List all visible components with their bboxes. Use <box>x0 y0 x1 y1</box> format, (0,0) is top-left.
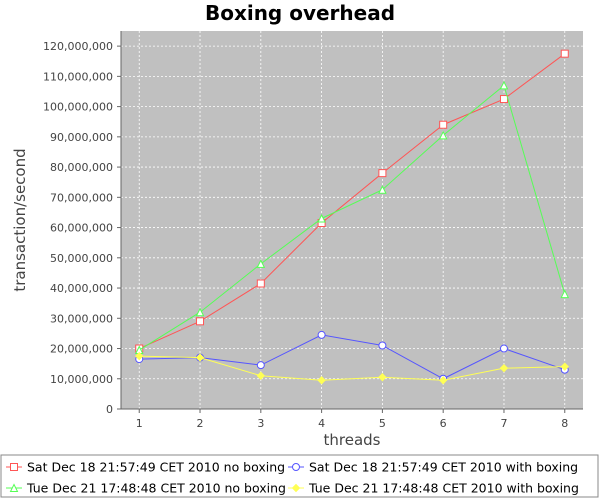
data-point <box>196 317 205 326</box>
data-point <box>378 185 387 194</box>
y-tick-label: 60,000,000 <box>50 222 113 235</box>
x-tick-label: 4 <box>318 417 325 430</box>
data-point <box>438 376 448 385</box>
chart-title: Boxing overhead <box>205 1 395 25</box>
legend-marker <box>9 483 19 492</box>
series-line-3 <box>138 84 566 351</box>
data-point <box>256 361 265 370</box>
data-point <box>560 362 569 371</box>
data-point <box>195 307 205 317</box>
y-tick-label: 50,000,000 <box>50 252 113 265</box>
y-tick-label: 100,000,000 <box>43 101 113 114</box>
legend-marker <box>10 463 18 471</box>
data-point <box>256 371 266 380</box>
y-tick-label: 0 <box>106 403 113 416</box>
x-tick-label: 6 <box>440 417 447 430</box>
data-point <box>439 120 448 129</box>
y-tick-label: 30,000,000 <box>50 312 113 325</box>
axes: 0 10,000,000 20,000,000 30,000,000 40,000,00… <box>43 31 583 430</box>
data-point <box>378 169 387 178</box>
data-point <box>499 95 508 104</box>
legend-label: Tue Dec 21 17:48:48 CET 2010 with boxing <box>308 481 579 496</box>
legend-box <box>0 454 599 498</box>
x-tick-label: 7 <box>500 417 507 430</box>
legend-label: Sat Dec 18 21:57:49 CET 2010 with boxing <box>309 460 578 475</box>
data-point <box>378 373 387 382</box>
data-point <box>317 213 326 223</box>
data-point <box>317 376 326 385</box>
legend-marker <box>291 483 301 493</box>
data-point <box>378 341 387 350</box>
series-line-1 <box>139 53 566 349</box>
y-tick-label: 90,000,000 <box>50 131 113 144</box>
data-point <box>256 279 265 288</box>
series-lines <box>134 49 570 385</box>
data-point <box>438 130 448 140</box>
x-tick-label: 1 <box>136 417 143 430</box>
legend-marker <box>292 463 300 471</box>
y-tick-label: 70,000,000 <box>50 191 113 204</box>
y-tick-label: 40,000,000 <box>50 282 113 295</box>
y-tick-label: 20,000,000 <box>50 343 113 356</box>
x-tick-label: 8 <box>561 417 568 430</box>
y-tick-label: 10,000,000 <box>50 373 113 386</box>
x-axis-label: threads <box>324 431 381 449</box>
x-tick-label: 5 <box>379 417 386 430</box>
data-point <box>135 351 144 361</box>
y-tick-label: 110,000,000 <box>43 70 113 83</box>
data-point <box>560 49 569 58</box>
data-point <box>560 289 570 299</box>
data-point <box>499 80 509 90</box>
y-axis-label: transaction/second <box>11 148 29 291</box>
legend-label: Sat Dec 18 21:57:49 CET 2010 no boxing <box>27 460 285 475</box>
y-tick-label: 80,000,000 <box>50 161 113 174</box>
x-tick-label: 3 <box>257 417 264 430</box>
data-point <box>499 363 509 373</box>
series-line-2 <box>139 334 565 380</box>
data-point <box>317 330 326 339</box>
data-point <box>256 259 266 268</box>
y-tick-label: 120,000,000 <box>43 40 113 53</box>
data-point <box>499 344 508 353</box>
series-line-4 <box>139 355 565 381</box>
x-tick-label: 2 <box>197 417 204 430</box>
data-point <box>195 353 205 362</box>
legend: Sat Dec 18 21:57:49 CET 2010 no boxing Sa… <box>6 460 579 496</box>
legend-label: Tue Dec 21 17:48:48 CET 2010 no boxing <box>26 481 286 496</box>
